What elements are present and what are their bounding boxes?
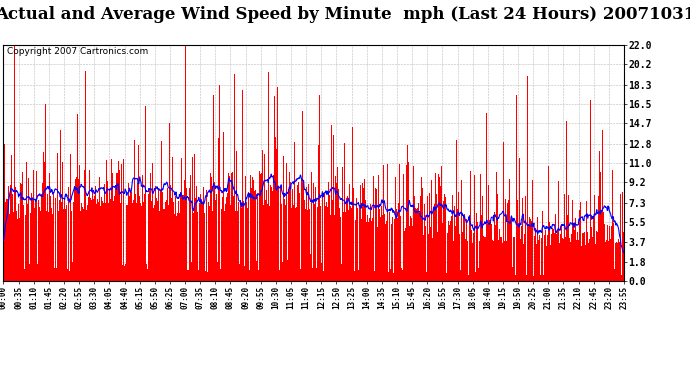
Text: Copyright 2007 Cartronics.com: Copyright 2007 Cartronics.com xyxy=(7,47,148,56)
Text: Actual and Average Wind Speed by Minute  mph (Last 24 Hours) 20071031: Actual and Average Wind Speed by Minute … xyxy=(0,6,690,22)
